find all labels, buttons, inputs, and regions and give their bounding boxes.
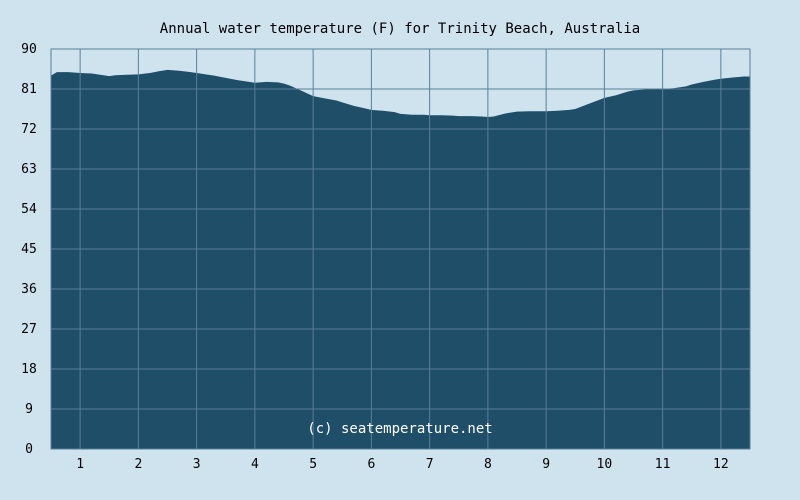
x-tick-label-10: 10 — [597, 457, 613, 472]
x-tick-label-12: 12 — [713, 457, 729, 472]
x-tick-label-3: 3 — [193, 457, 201, 472]
x-tick-label-8: 8 — [484, 457, 492, 472]
y-tick-label-81: 81 — [21, 82, 37, 97]
chart-title: Annual water temperature (F) for Trinity… — [160, 21, 640, 37]
y-tick-label-54: 54 — [21, 202, 37, 217]
x-tick-label-11: 11 — [655, 457, 671, 472]
temperature-area-series — [51, 69, 750, 449]
x-tick-label-7: 7 — [426, 457, 434, 472]
grid-lines — [51, 49, 750, 449]
y-tick-label-45: 45 — [21, 242, 37, 257]
y-axis-tick-labels: 0 9 18 27 36 45 54 63 72 81 90 — [21, 42, 37, 457]
x-tick-label-5: 5 — [309, 457, 317, 472]
plot-border — [50, 48, 751, 450]
copyright-annotation: (c) seatemperature.net — [307, 421, 492, 437]
y-tick-label-27: 27 — [21, 322, 37, 337]
y-tick-label-72: 72 — [21, 122, 37, 137]
x-tick-label-4: 4 — [251, 457, 259, 472]
x-tick-label-2: 2 — [134, 457, 142, 472]
x-axis-tick-labels: 1 2 3 4 5 6 7 8 9 10 11 12 — [76, 457, 728, 472]
x-tick-label-1: 1 — [76, 457, 84, 472]
y-tick-label-18: 18 — [21, 362, 37, 377]
x-tick-label-6: 6 — [367, 457, 375, 472]
y-tick-label-0: 0 — [25, 442, 33, 457]
y-tick-label-9: 9 — [25, 402, 33, 417]
y-tick-label-36: 36 — [21, 282, 37, 297]
y-tick-label-63: 63 — [21, 162, 37, 177]
y-tick-label-90: 90 — [21, 42, 37, 57]
x-tick-label-9: 9 — [542, 457, 550, 472]
